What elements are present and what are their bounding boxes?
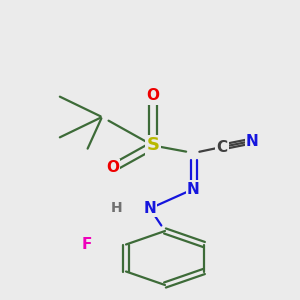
Text: C: C [216,140,228,154]
Text: O: O [106,160,119,175]
Text: F: F [82,237,92,252]
Text: S: S [146,136,160,154]
Text: N: N [246,134,258,148]
Text: H: H [111,202,123,215]
Text: N: N [144,201,156,216]
Text: N: N [187,182,200,196]
Text: O: O [146,88,160,104]
